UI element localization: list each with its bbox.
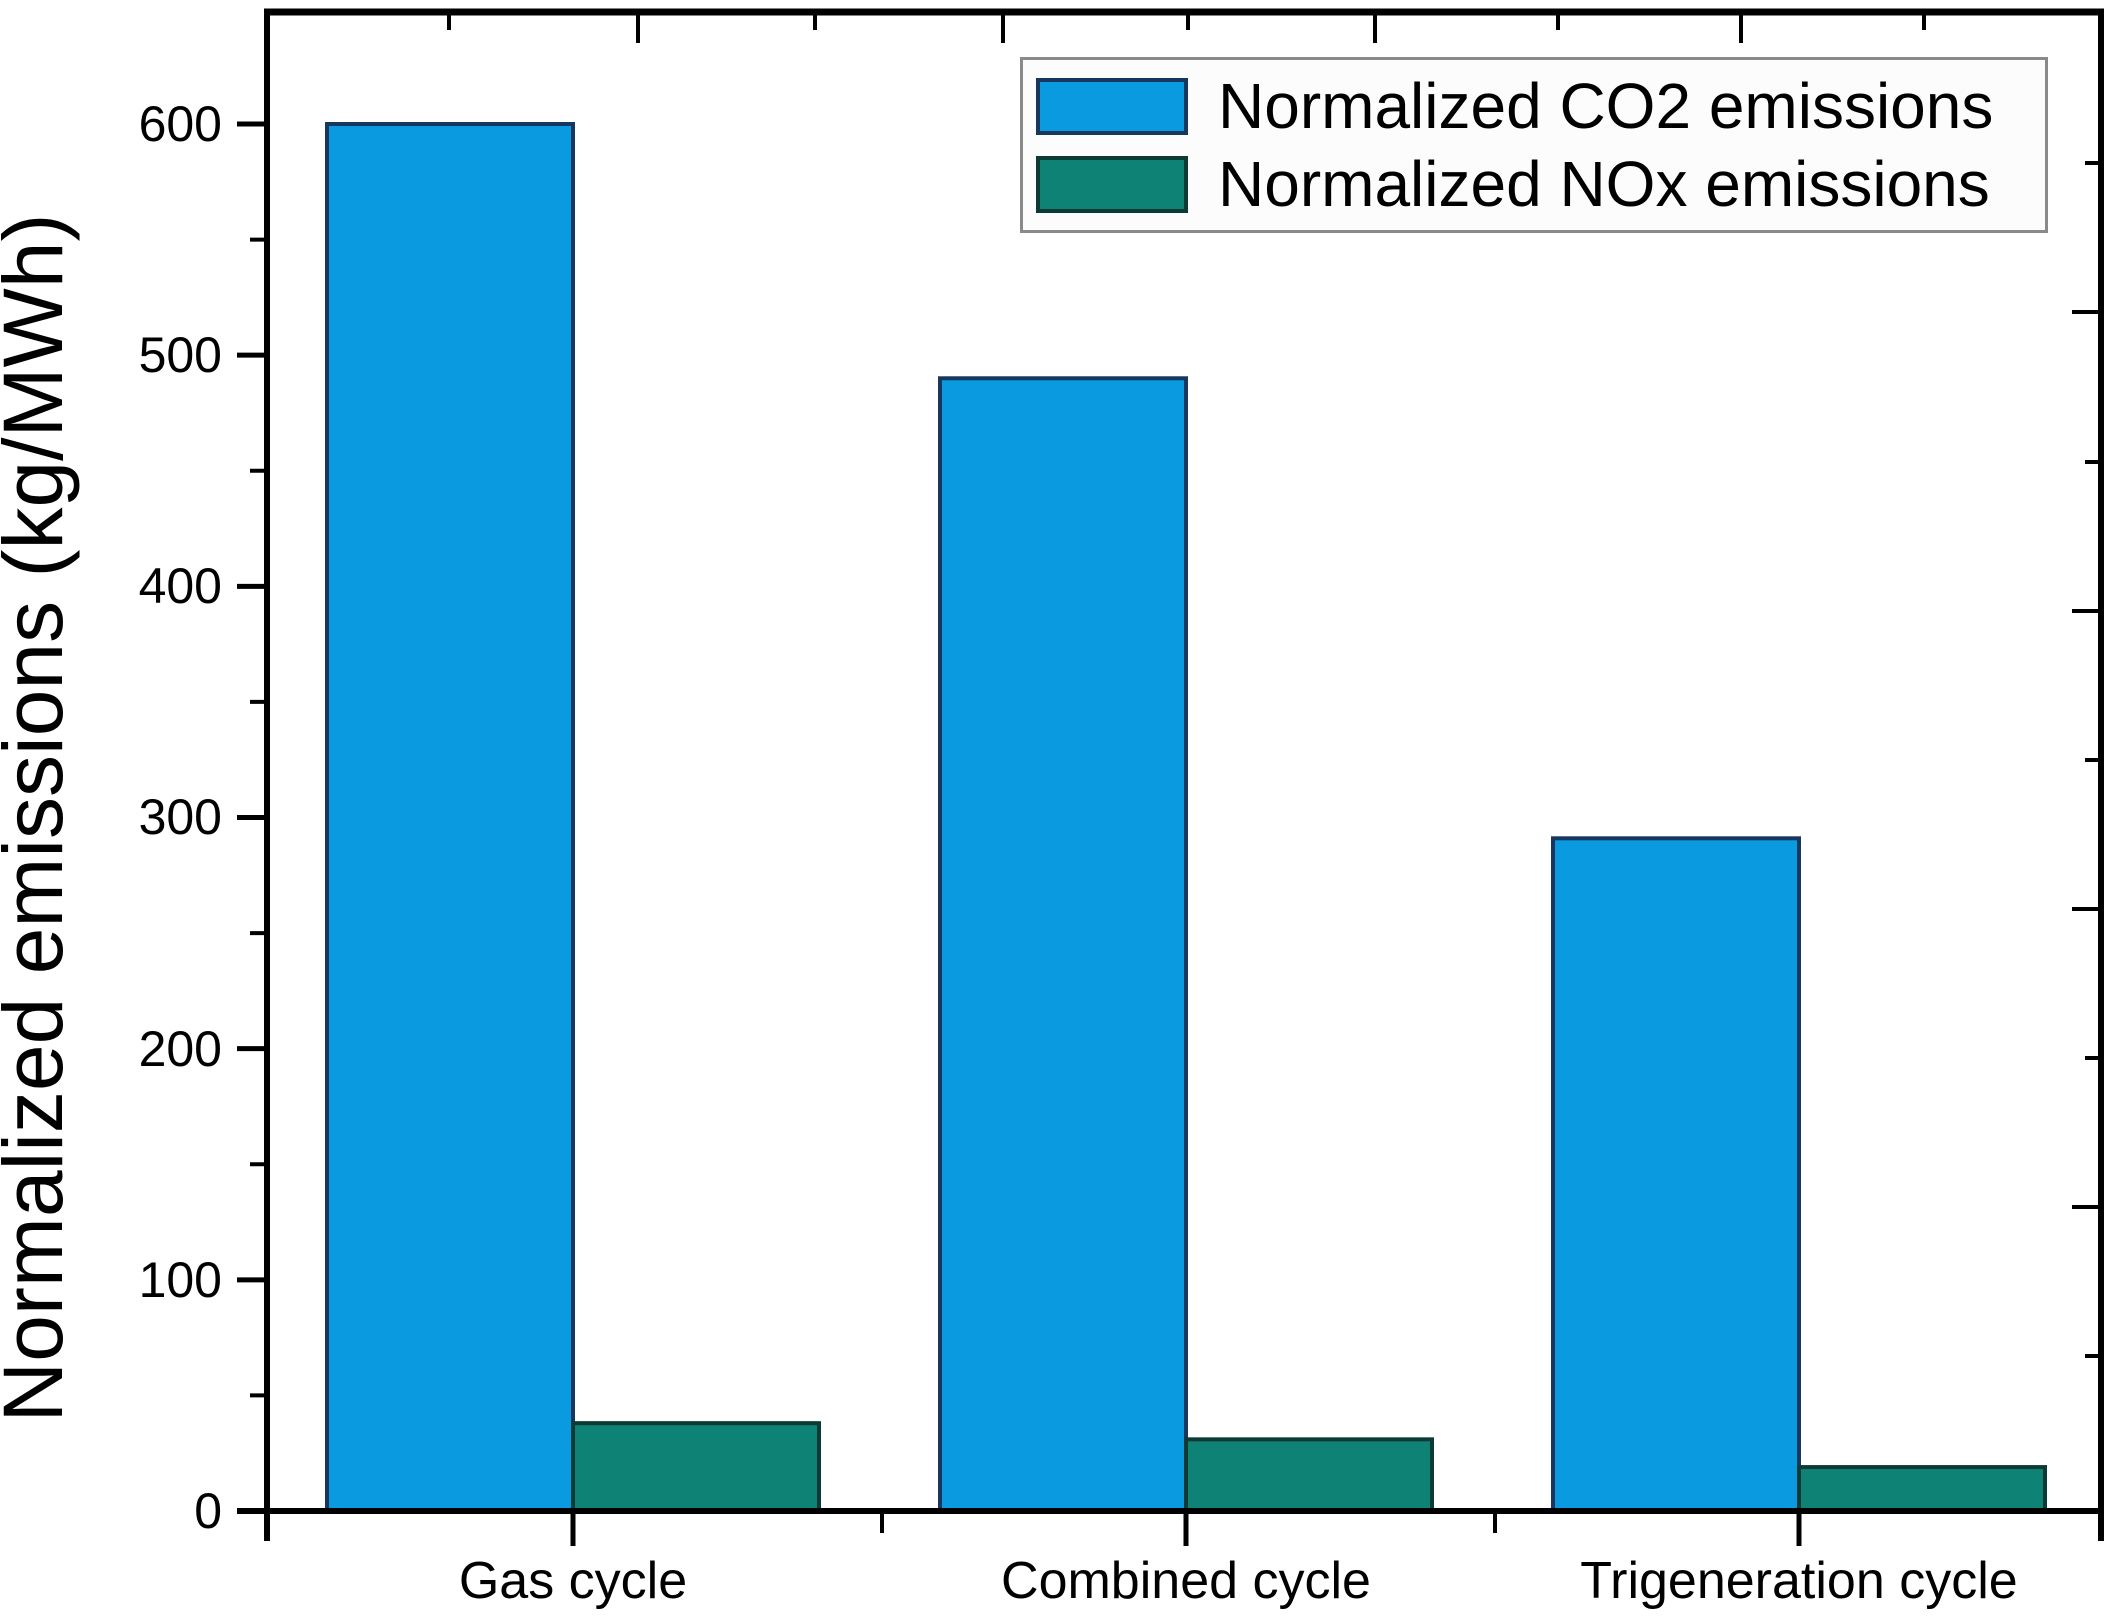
bars-layer — [325, 122, 2047, 1514]
legend-swatch-co2 — [1036, 77, 1188, 135]
y-axis-tick-labels: 0 100 200 300 400 500 600 — [139, 96, 222, 1539]
legend-label-co2: Normalized CO2 emissions — [1218, 70, 1994, 142]
legend: Normalized CO2 emissions Normalized NOx … — [1020, 57, 2048, 233]
xcat-trigeneration-cycle: Trigeneration cycle — [1580, 1552, 2017, 1610]
xcat-combined-cycle: Combined cycle — [1001, 1552, 1371, 1610]
ytick-300: 300 — [139, 789, 222, 845]
legend-label-nox: Normalized NOx emissions — [1218, 148, 1990, 220]
x-axis-category-labels: Gas cycle Combined cycle Trigeneration c… — [459, 1552, 2018, 1610]
ytick-400: 400 — [139, 558, 222, 614]
ytick-200: 200 — [139, 1021, 222, 1077]
y-axis-title: Normalized emissions (kg/MWh) — [0, 214, 80, 1423]
ytick-600: 600 — [139, 96, 222, 152]
legend-item-co2: Normalized CO2 emissions — [1036, 74, 2045, 138]
legend-item-nox: Normalized NOx emissions — [1036, 152, 2045, 216]
ytick-100: 100 — [139, 1252, 222, 1308]
legend-swatch-nox — [1036, 155, 1188, 213]
xcat-gas-cycle: Gas cycle — [459, 1552, 687, 1610]
bar-trigeneration-cycle-co2 — [1551, 836, 1801, 1513]
bar-trigeneration-cycle-nox — [1797, 1465, 2047, 1514]
axes-layer — [237, 8, 2104, 1546]
bar-combined-cycle-nox — [1184, 1437, 1434, 1514]
ytick-500: 500 — [139, 327, 222, 383]
bar-gas-cycle-co2 — [325, 122, 575, 1513]
bar-combined-cycle-co2 — [938, 376, 1188, 1513]
bar-gas-cycle-nox — [571, 1421, 821, 1513]
ytick-0: 0 — [194, 1483, 222, 1539]
